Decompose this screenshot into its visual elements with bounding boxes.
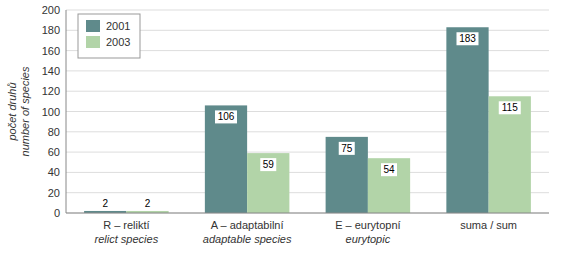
y-tick-label: 200 [42,4,60,16]
data-label-bg [339,142,355,155]
grid-line [66,213,549,214]
legend-label: 2003 [106,36,130,48]
legend-swatch [86,36,100,48]
y-tick-label: 40 [48,166,60,178]
y-tick-label: 160 [42,45,60,57]
data-label: 183 [459,33,476,44]
data-label: 54 [383,164,395,175]
bar [205,105,247,213]
data-label: 115 [502,102,518,113]
bar [247,153,289,213]
y-axis-label: počet druhůnumber of species [6,66,31,156]
y-tick-label: 180 [42,24,60,36]
data-label: 59 [263,159,275,170]
legend-swatch [86,20,100,32]
data-label-bg [100,197,110,210]
data-label-bg [381,163,397,176]
legend: 2001 2003 [78,14,140,58]
legend-box [78,14,140,58]
y-tick-label: 120 [42,85,60,97]
y-axis-line [66,10,67,213]
data-label: 75 [341,143,353,154]
y-tick-label: 20 [48,187,60,199]
chart: 0 20 40 60 80 100 120 140 160 180 200 počet druhůnu… [0,0,561,259]
grid [66,10,549,213]
data-label-bg [215,110,237,123]
data-label-bg [260,158,276,171]
data-label: 2 [102,198,108,209]
x-tick-label: E – eurytopníeurytopic [335,219,400,245]
y-tick-label: 100 [42,106,60,118]
bar [368,158,410,213]
bar [489,96,531,213]
x-tick-label: suma / sum [460,219,517,231]
bar [446,27,488,213]
y-tick-label: 80 [48,126,60,138]
x-axis-line [66,213,549,214]
x-tick-label: A – adaptabilníadaptable species [203,219,292,245]
data-label-bg [456,32,478,45]
data-label: 2 [145,198,151,209]
x-tick-label: R – reliktírelict species [95,219,159,245]
legend-label: 2001 [106,20,130,32]
grid-line [66,10,549,11]
bars [84,27,531,213]
data-label: 106 [218,111,235,122]
data-labels: 2 106 75 183 2 59 54 115 [100,32,521,210]
y-tick-label: 140 [42,65,60,77]
bar [326,137,368,213]
y-tick-label: 0 [54,207,60,219]
data-label-bg [143,197,153,210]
data-label-bg [499,101,521,114]
y-tick-label: 60 [48,146,60,158]
